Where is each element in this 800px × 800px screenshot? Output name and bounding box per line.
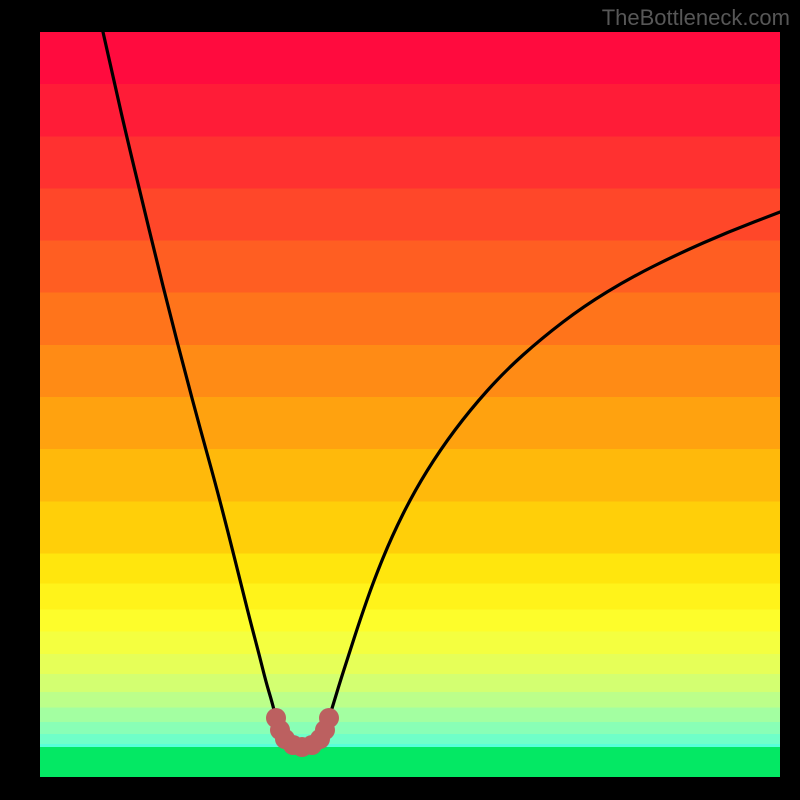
curve-right-branch (329, 212, 780, 718)
chart-container: TheBottleneck.com (0, 0, 800, 800)
valley-marker (319, 708, 339, 728)
plot-area (40, 32, 780, 777)
watermark-text: TheBottleneck.com (602, 5, 790, 31)
curve-left-branch (103, 32, 276, 718)
bottleneck-curve (40, 32, 780, 777)
